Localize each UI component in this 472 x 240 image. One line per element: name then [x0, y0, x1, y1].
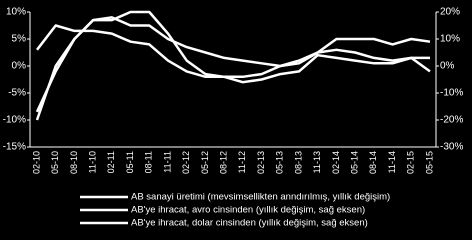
series-line: [35, 16, 431, 121]
legend-label: AB'ye ihracat, avro cinsinden (yıllık de…: [131, 205, 365, 216]
legend-label: AB sanayi üretimi (mevsimsellikten anndı…: [131, 192, 390, 203]
y-tick-label: -5%: [8, 88, 26, 99]
x-tick-label: 05-11: [125, 151, 135, 173]
x-tick-label: 02-11: [106, 151, 116, 173]
x-tick-label: 11-12: [237, 151, 247, 173]
y-tick-label: 0%: [12, 61, 27, 72]
x-tick-label: 08-12: [219, 151, 229, 174]
x-tick-label: 02-13: [256, 151, 266, 174]
x-tick-label: 11-13: [312, 151, 322, 173]
x-tick-label: 05-10: [50, 151, 60, 174]
y2-tick-label: -30%: [440, 142, 463, 153]
y2-tick-label: 10%: [440, 34, 460, 45]
series-line: [35, 10, 431, 113]
y-tick-label: -15%: [3, 142, 26, 153]
y2-tick-label: 20%: [440, 7, 460, 18]
y-tick-label: 5%: [12, 34, 27, 45]
x-tick-label: 08-13: [293, 151, 303, 174]
y-tick-label: 10%: [6, 7, 26, 18]
x-tick-label: 02-12: [181, 151, 191, 174]
y-tick-label: -10%: [3, 115, 26, 126]
legend-label: AB'ye ihracat, dolar cinsinden (yıllık d…: [131, 218, 368, 229]
y2-tick-label: -10%: [440, 88, 463, 99]
x-tick-label: 11-11: [162, 151, 172, 173]
y2-tick-label: -20%: [440, 115, 463, 126]
x-tick-label: 08-14: [368, 151, 378, 174]
x-tick-label: 05-13: [275, 151, 285, 174]
x-tick-label: 11-10: [88, 151, 98, 173]
x-tick-label: 11-14: [387, 151, 397, 173]
x-tick-label: 08-11: [144, 151, 154, 173]
series-line: [36, 24, 430, 84]
chart: -15% -10% -5% 0% 5% 10% -30% -20% -10% 0% 10% 20% 02…: [2, 6, 464, 229]
x-tick-label: 08-10: [69, 151, 79, 174]
y2-tick-label: 0%: [440, 61, 455, 72]
x-tick-label: 05-15: [424, 151, 434, 174]
x-tick-label: 05-14: [350, 151, 360, 174]
x-tick-label: 02-14: [331, 151, 341, 174]
x-tick-label: 02-10: [31, 151, 41, 174]
x-tick-label: 05-12: [200, 151, 210, 174]
x-tick-label: 02-15: [406, 151, 416, 174]
